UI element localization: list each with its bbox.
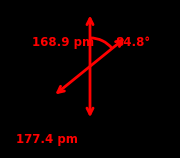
Text: 177.4 pm: 177.4 pm [16,133,78,146]
Text: 168.9 pm: 168.9 pm [31,36,94,49]
Text: 84.8°: 84.8° [115,36,150,49]
